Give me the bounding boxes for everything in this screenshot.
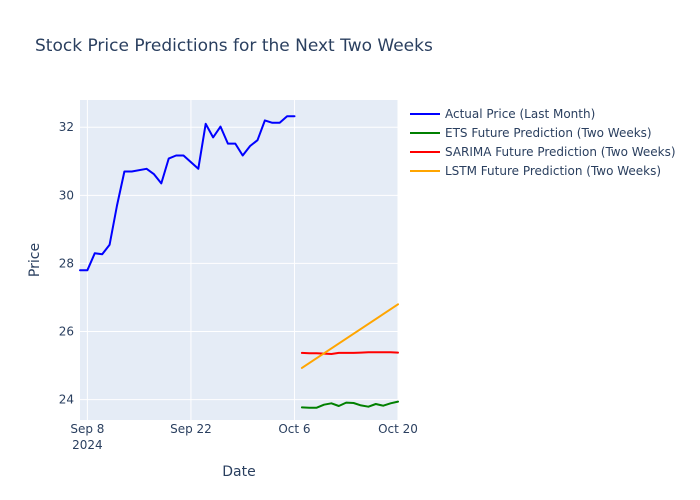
x-tick-label: Sep 8 xyxy=(70,422,104,436)
legend-label: ETS Future Prediction (Two Weeks) xyxy=(445,126,652,140)
series-line-3 xyxy=(300,351,399,355)
x-tick-labels: Sep 8 2024 Sep 22 Oct 6 Oct 20 xyxy=(70,422,418,452)
legend-label: Actual Price (Last Month) xyxy=(445,107,595,121)
legend-item[interactable]: ETS Future Prediction (Two Weeks) xyxy=(410,126,652,140)
chart-title: Stock Price Predictions for the Next Two… xyxy=(35,36,433,56)
x-tick-sublabel: 2024 xyxy=(72,438,103,452)
series-line-2 xyxy=(300,400,399,409)
y-axis-label: Price xyxy=(27,243,43,277)
legend-item[interactable]: SARIMA Future Prediction (Two Weeks) xyxy=(410,145,676,159)
y-tick-label: 26 xyxy=(59,324,74,338)
series-lines xyxy=(79,115,399,409)
y-tick-label: 24 xyxy=(59,393,74,407)
series-line-4 xyxy=(300,303,399,369)
x-tick-label: Oct 20 xyxy=(378,422,418,436)
gridlines xyxy=(80,100,399,420)
series-line-1 xyxy=(79,115,296,272)
legend-item[interactable]: LSTM Future Prediction (Two Weeks) xyxy=(410,164,661,178)
y-tick-label: 32 xyxy=(59,120,74,134)
x-tick-label: Sep 22 xyxy=(170,422,212,436)
y-tick-labels: 24 26 28 30 32 xyxy=(59,120,74,406)
x-tick-label: Oct 6 xyxy=(278,422,310,436)
legend-item[interactable]: Actual Price (Last Month) xyxy=(410,107,595,121)
x-axis-label: Date xyxy=(222,464,255,480)
plot-background xyxy=(80,100,398,420)
legend-label: LSTM Future Prediction (Two Weeks) xyxy=(445,164,661,178)
y-tick-label: 28 xyxy=(59,256,74,270)
y-tick-label: 30 xyxy=(59,188,74,202)
legend-label: SARIMA Future Prediction (Two Weeks) xyxy=(445,145,676,159)
legend[interactable]: Actual Price (Last Month) ETS Future Pred… xyxy=(410,107,676,178)
